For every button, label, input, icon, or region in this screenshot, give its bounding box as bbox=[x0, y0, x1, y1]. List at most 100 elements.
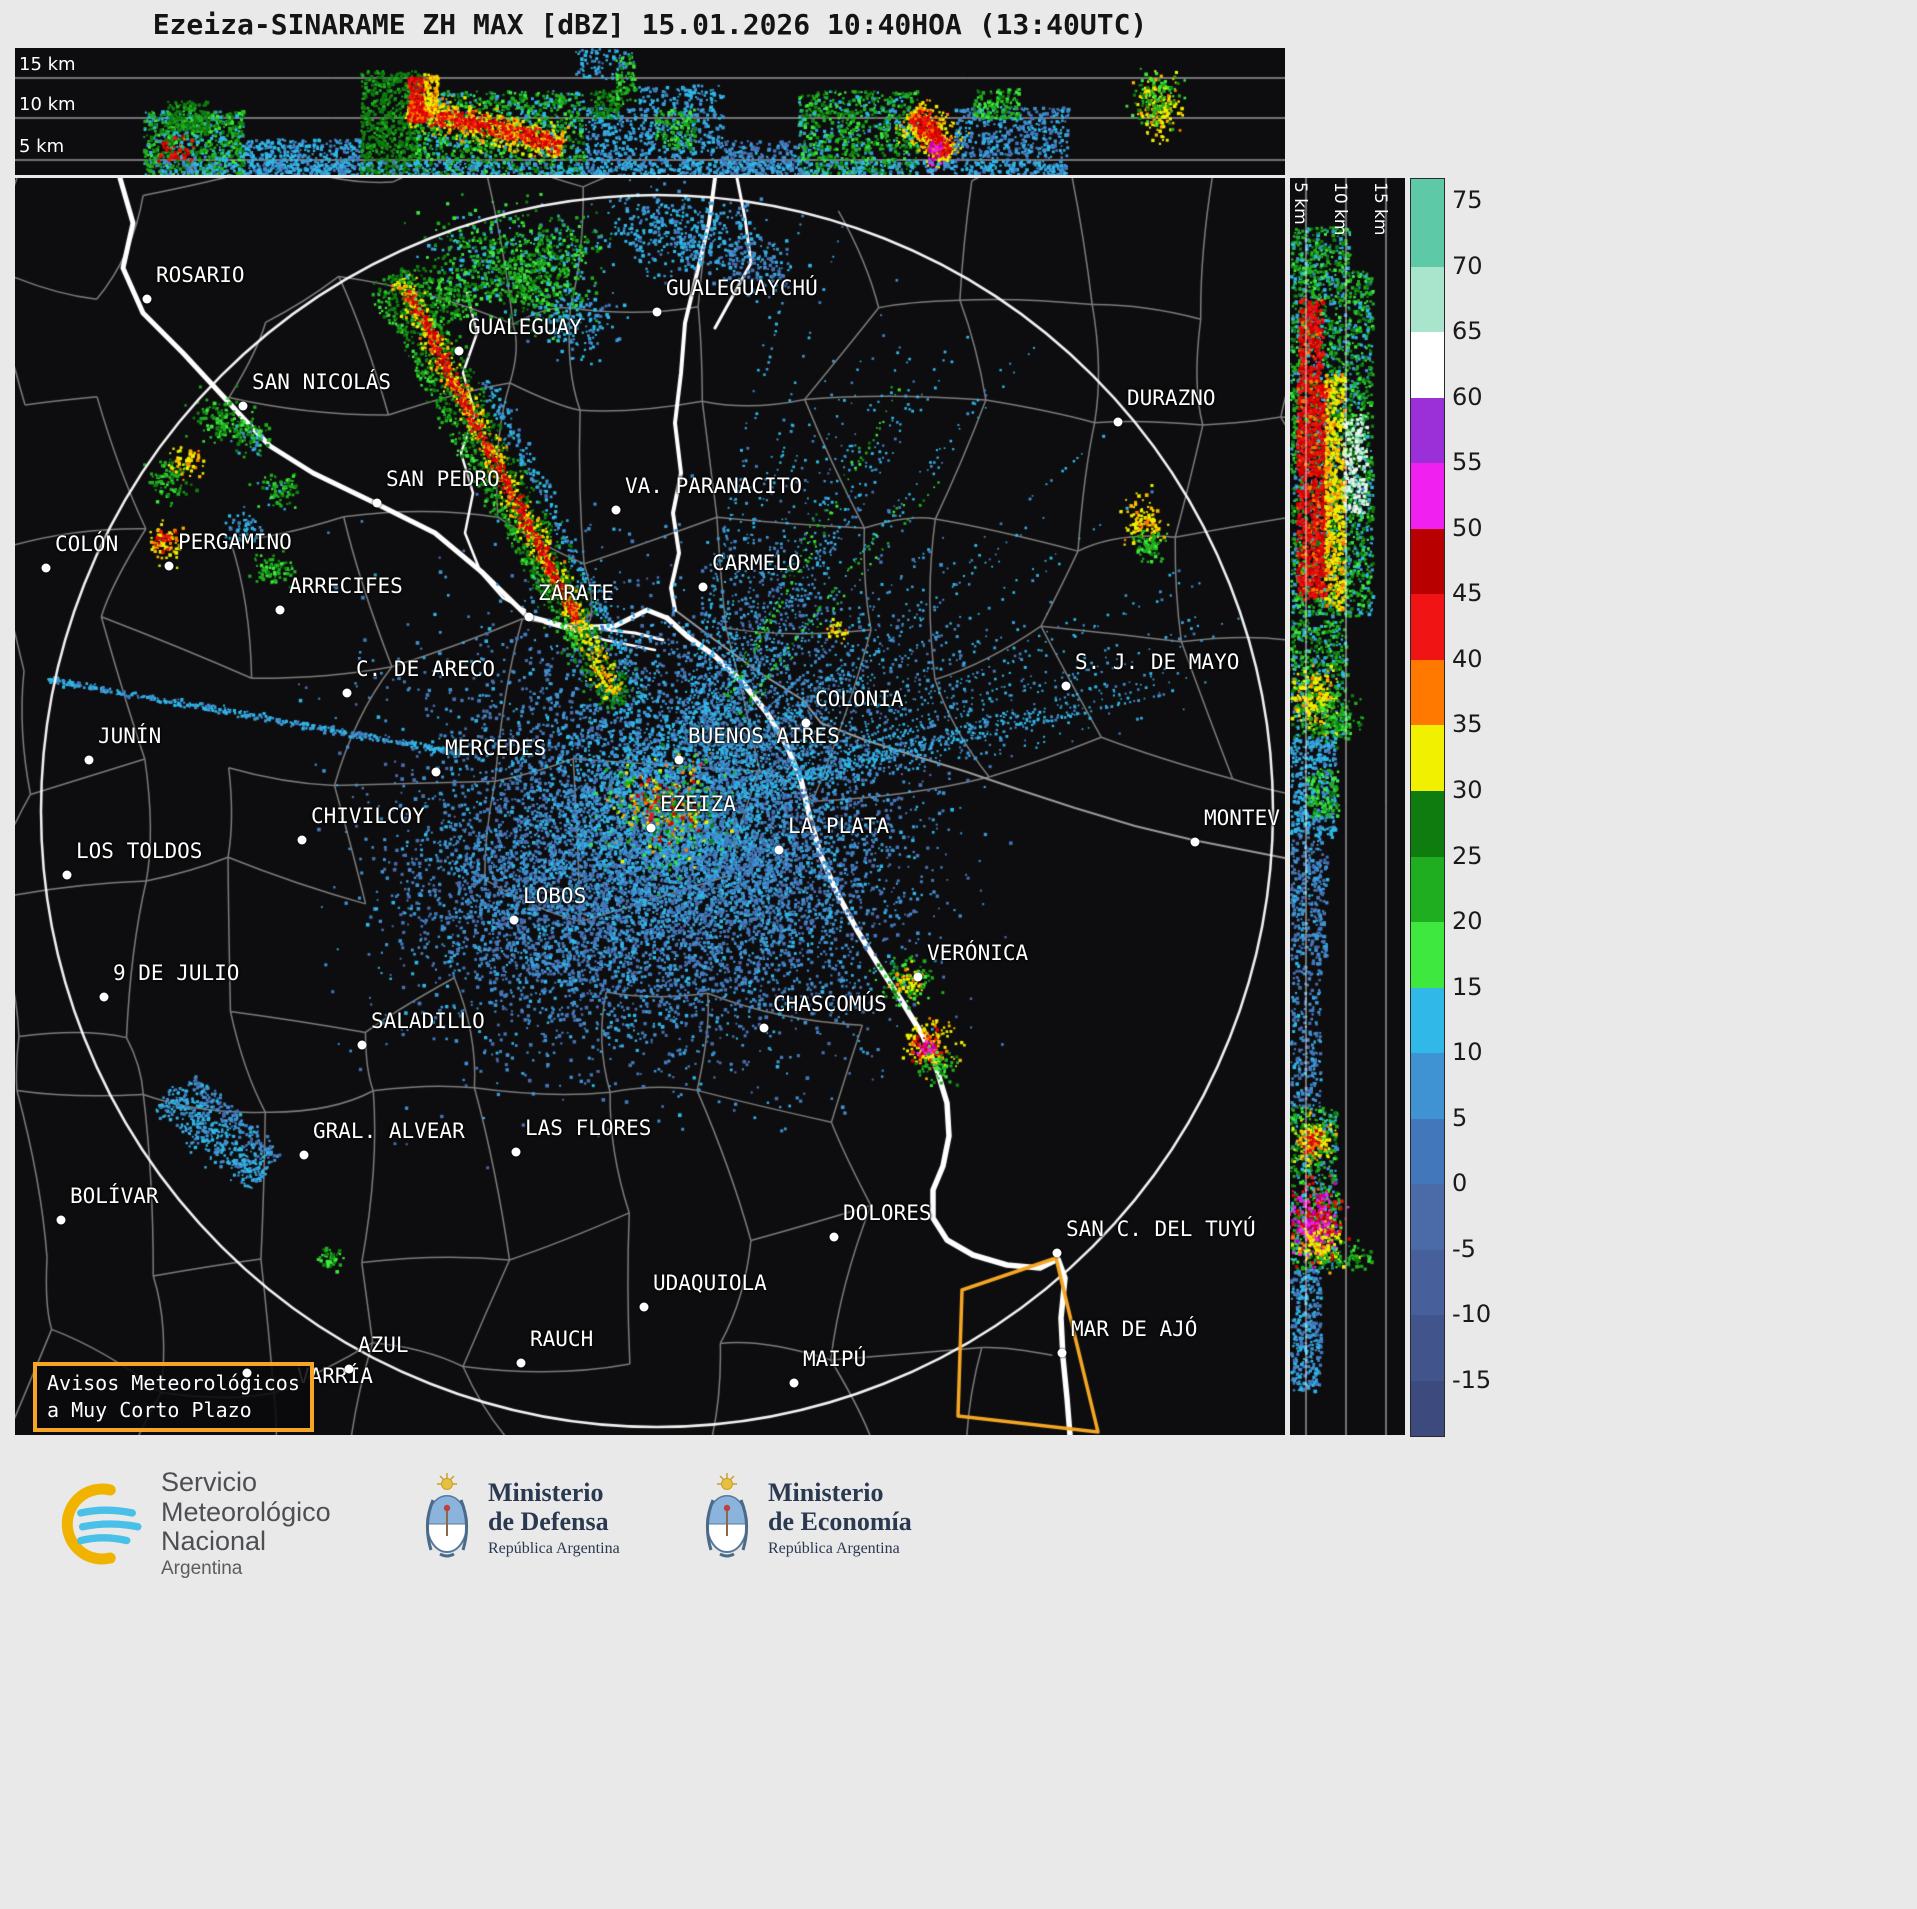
right-cross-section-canvas bbox=[1290, 178, 1405, 1435]
city-label: SAN NICOLÁS bbox=[252, 370, 392, 394]
height-label-10km-vertical: 10 km bbox=[1330, 182, 1350, 236]
city-dot bbox=[639, 1302, 649, 1312]
height-label-15km: 15 km bbox=[19, 54, 76, 75]
city-label: RAUCH bbox=[530, 1327, 594, 1351]
product-title: Ezeiza-SINARAME ZH MAX [dBZ] 15.01.2026 … bbox=[152, 8, 1148, 41]
colorbar-tick-label: -10 bbox=[1452, 1300, 1492, 1329]
city-label: SAN PEDRO bbox=[386, 467, 500, 491]
colorbar-segment bbox=[1411, 922, 1444, 989]
city-dot bbox=[913, 972, 923, 982]
city-dot bbox=[56, 1215, 66, 1225]
height-label-5km: 5 km bbox=[19, 136, 65, 157]
colorbar-tick-label: 60 bbox=[1452, 382, 1483, 411]
city-label: GUALEGUAY bbox=[468, 315, 582, 339]
city-dot bbox=[829, 1232, 839, 1242]
colorbar-segment bbox=[1411, 201, 1444, 268]
city-label: VERÓNICA bbox=[927, 941, 1029, 965]
city-dot bbox=[1057, 1348, 1067, 1358]
city-dot bbox=[759, 1023, 769, 1033]
city-dot bbox=[99, 992, 109, 1002]
city-label: COLONIA bbox=[815, 687, 904, 711]
city-dot bbox=[511, 1147, 521, 1157]
colorbar-segment bbox=[1411, 791, 1444, 858]
colorbar-segment bbox=[1411, 179, 1444, 201]
defensa-line-2: de Defensa bbox=[488, 1507, 609, 1536]
city-label: CHIVILCOY bbox=[311, 804, 425, 828]
smn-text: Servicio Meteorológico Nacional Argentin… bbox=[161, 1467, 331, 1580]
city-dot bbox=[674, 755, 684, 765]
economia-line-1: Ministerio bbox=[768, 1477, 884, 1507]
colorbar-segment bbox=[1411, 266, 1444, 333]
colorbar-tick-label: 20 bbox=[1452, 907, 1483, 936]
economia-text: Ministerio de Economía República Argenti… bbox=[768, 1478, 912, 1558]
city-dot bbox=[238, 401, 248, 411]
city-label: MONTEV bbox=[1204, 806, 1280, 830]
smn-logo-icon bbox=[61, 1483, 142, 1565]
colorbar-tick-label: 55 bbox=[1452, 448, 1483, 477]
defensa-line-1: Ministerio bbox=[488, 1477, 604, 1507]
colorbar-segment bbox=[1411, 1249, 1444, 1316]
colorbar-segment bbox=[1411, 594, 1444, 661]
smn-line-3: Nacional bbox=[161, 1526, 267, 1557]
colorbar-tick-label: 65 bbox=[1452, 317, 1483, 346]
city-label: LOBOS bbox=[523, 884, 587, 908]
colorbar-segment bbox=[1411, 397, 1444, 464]
city-dot bbox=[1061, 681, 1071, 691]
city-label: UDAQUIOLA bbox=[653, 1271, 767, 1295]
colorbar-segment bbox=[1411, 1381, 1444, 1436]
city-dot bbox=[62, 870, 72, 880]
economia-line-3: República Argentina bbox=[768, 1540, 900, 1558]
colorbar-tick-label: 0 bbox=[1452, 1169, 1468, 1198]
city-label: JUNÍN bbox=[98, 724, 162, 748]
colorbar-segment bbox=[1411, 1118, 1444, 1185]
argentina-coat-of-arms-icon bbox=[426, 1473, 468, 1558]
defensa-text: Ministerio de Defensa República Argentin… bbox=[488, 1478, 620, 1558]
dbz-colorbar-ticks: 75 70 65 60 55 50 45 40 35 30 25 20 15 10 5 0 -5 -10 -15 bbox=[1452, 178, 1522, 1435]
city-label: 9 DE JULIO bbox=[113, 961, 240, 985]
city-dot bbox=[142, 294, 152, 304]
colorbar-tick-label: 40 bbox=[1452, 644, 1483, 673]
city-dot bbox=[1052, 1248, 1062, 1258]
city-dot bbox=[774, 845, 784, 855]
economia-logo-group: Ministerio de Economía República Argenti… bbox=[700, 1472, 912, 1564]
radar-map-panel: ROSARIO GUALEGUAYCHÚ GUALEGUAY SAN NICOLÁS D… bbox=[15, 178, 1285, 1435]
colorbar-tick-label: -5 bbox=[1452, 1234, 1476, 1263]
colorbar-tick-label: 25 bbox=[1452, 841, 1483, 870]
city-label: ROSARIO bbox=[156, 263, 245, 287]
top-cross-section-canvas bbox=[15, 48, 1285, 175]
city-dot bbox=[297, 835, 307, 845]
city-label: BOLÍVAR bbox=[70, 1184, 159, 1208]
city-dot bbox=[431, 767, 441, 777]
city-label: SAN C. DEL TUYÚ bbox=[1066, 1217, 1256, 1241]
colorbar-segment bbox=[1411, 1053, 1444, 1120]
height-label-5km-vertical: 5 km bbox=[1290, 182, 1310, 225]
warning-legend-box: Avisos Meteorológicos a Muy Corto Plazo bbox=[33, 1362, 314, 1432]
colorbar-segment bbox=[1411, 1184, 1444, 1251]
colorbar-tick-label: 15 bbox=[1452, 972, 1483, 1001]
colorbar-tick-label: -15 bbox=[1452, 1366, 1492, 1394]
city-dot bbox=[1190, 837, 1200, 847]
city-label: PERGAMINO bbox=[178, 530, 292, 554]
defensa-logo-group: Ministerio de Defensa República Argentin… bbox=[420, 1472, 620, 1564]
colorbar-segment bbox=[1411, 856, 1444, 923]
city-dot bbox=[789, 1378, 799, 1388]
smn-line-1: Servicio bbox=[161, 1467, 258, 1497]
city-label: AZUL bbox=[358, 1333, 409, 1357]
city-dot bbox=[164, 561, 174, 571]
top-cross-section-panel: 15 km 10 km 5 km bbox=[15, 48, 1285, 175]
colorbar-tick-label: 35 bbox=[1452, 710, 1483, 739]
colorbar-segment bbox=[1411, 332, 1444, 399]
smn-logo-group: Servicio Meteorológico Nacional Argentin… bbox=[55, 1467, 331, 1580]
warning-line-2: a Muy Corto Plazo bbox=[47, 1398, 252, 1422]
city-label: ARRECIFES bbox=[289, 574, 403, 598]
city-dot bbox=[652, 307, 662, 317]
colorbar-tick-label: 45 bbox=[1452, 579, 1483, 608]
colorbar-tick-label: 5 bbox=[1452, 1103, 1468, 1132]
city-label: MERCEDES bbox=[445, 736, 547, 760]
right-cross-section-panel: 5 km 10 km 15 km bbox=[1290, 178, 1405, 1435]
city-label: GUALEGUAYCHÚ bbox=[666, 276, 818, 300]
colorbar-segment bbox=[1411, 463, 1444, 530]
colorbar-tick-label: 70 bbox=[1452, 251, 1483, 280]
colorbar-segment bbox=[1411, 528, 1444, 595]
